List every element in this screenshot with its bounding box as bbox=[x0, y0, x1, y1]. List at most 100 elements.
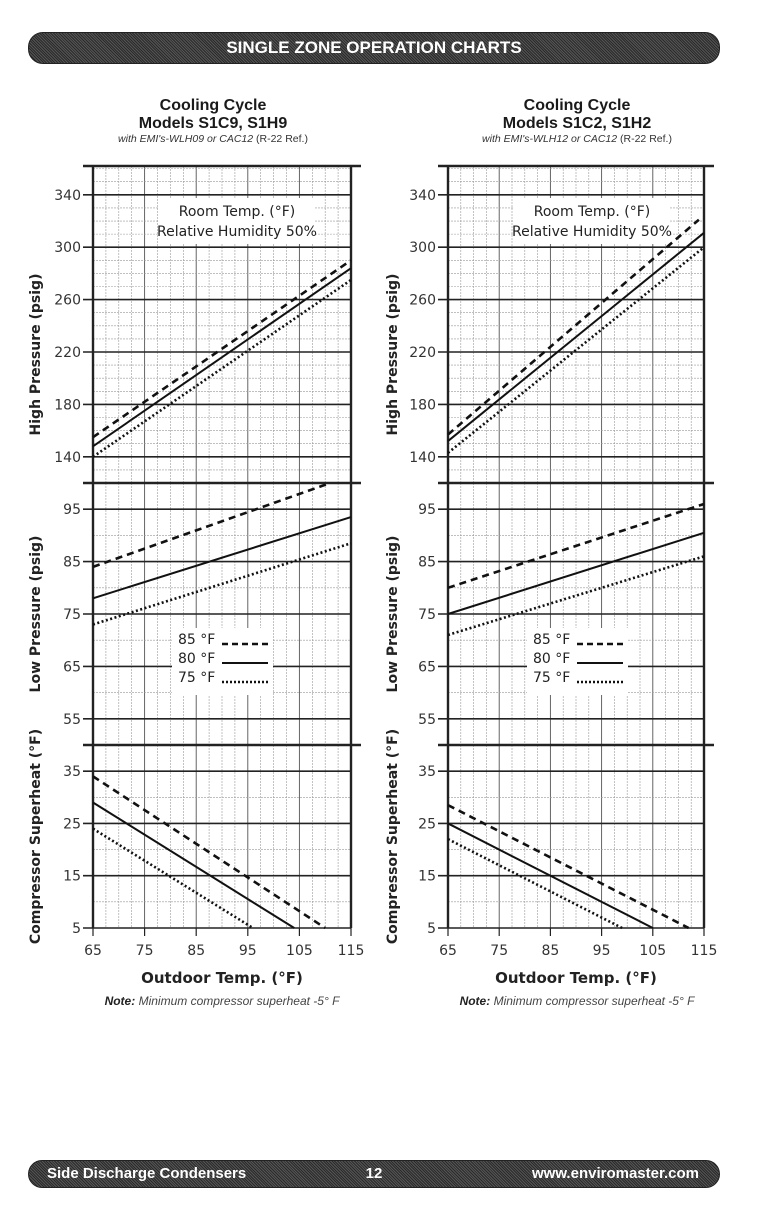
series-line-dotted bbox=[92, 827, 254, 930]
legend-label: 80 °F bbox=[178, 651, 215, 667]
footer-section: Side Discharge Condensers bbox=[47, 1165, 247, 1182]
chart-subtitle: Models S1C9, S1H9 bbox=[138, 115, 288, 132]
series-line-solid bbox=[92, 516, 352, 600]
y-tick-label: 95 bbox=[418, 502, 436, 518]
y-axis-title: High Pressure (psig) bbox=[385, 274, 401, 436]
chart-left-header: Cooling Cycle Models S1C9, S1H9 with EMI… bbox=[63, 97, 363, 146]
annotation-box bbox=[159, 198, 315, 244]
panel-low-pressure: 95 85 75 65 55 Low Pressure (psig) 85 °F 80 °F 7… bbox=[385, 481, 714, 745]
legend-label: 75 °F bbox=[533, 670, 570, 686]
y-tick-label: 25 bbox=[63, 816, 81, 832]
y-tick-label: 35 bbox=[418, 764, 436, 780]
y-tick-label: 55 bbox=[418, 712, 436, 728]
y-axis-title: Compressor Superheat (°F) bbox=[385, 729, 401, 944]
panel-high-pressure: 340 300 260 220 180 140 High Pressure (psig) Ro… bbox=[385, 164, 714, 483]
x-tick-label: 95 bbox=[593, 943, 611, 959]
y-tick-label: 300 bbox=[409, 240, 436, 256]
legend-label: 85 °F bbox=[533, 632, 570, 648]
series-line-dashed bbox=[92, 481, 331, 569]
x-tick-label: 75 bbox=[490, 943, 508, 959]
series-line-dashed bbox=[447, 803, 690, 930]
chart-subtitle: Models S1C2, S1H2 bbox=[502, 115, 652, 132]
annotation-text: Room Temp. (°F) bbox=[179, 204, 296, 220]
y-tick-label: 220 bbox=[54, 345, 81, 361]
y-tick-label: 300 bbox=[54, 240, 81, 256]
caption-italic: with EMI's-WLH12 or CAC12 bbox=[482, 133, 618, 145]
note-text: Minimum compressor superheat -5° F bbox=[138, 994, 340, 1008]
y-axis-title: Low Pressure (psig) bbox=[28, 536, 44, 693]
panel-low-pressure: 95 85 75 65 55 Low Pressure (psig) 85 °F 80 °F 7… bbox=[28, 481, 361, 745]
annotation-text: Room Temp. (°F) bbox=[534, 204, 651, 220]
legend-box bbox=[527, 628, 628, 695]
y-tick-label: 15 bbox=[63, 869, 81, 885]
y-tick-label: 180 bbox=[54, 397, 81, 413]
y-tick-label: 85 bbox=[418, 555, 436, 571]
series-line-dotted bbox=[92, 542, 352, 626]
annotation-text: Relative Humidity 50% bbox=[512, 224, 672, 240]
x-tick-label: 105 bbox=[639, 943, 666, 959]
panel-superheat: 35 25 15 5 Compressor Superheat (°F) bbox=[28, 729, 361, 944]
page-number: 12 bbox=[365, 1165, 383, 1182]
y-tick-label: 260 bbox=[409, 293, 436, 309]
x-axis-title: Outdoor Temp. (°F) bbox=[495, 969, 657, 987]
x-tick-label: 85 bbox=[187, 943, 205, 959]
y-axis-title: Low Pressure (psig) bbox=[385, 536, 401, 693]
x-tick-label: 95 bbox=[239, 943, 257, 959]
footer-banner: Side Discharge Condensers 12 www.envirom… bbox=[28, 1160, 720, 1188]
note-label: Note: bbox=[459, 994, 491, 1008]
chart-title: Cooling Cycle bbox=[159, 97, 267, 114]
y-axis-title: Compressor Superheat (°F) bbox=[28, 729, 44, 944]
x-tick-label: 115 bbox=[338, 943, 365, 959]
x-tick-label: 105 bbox=[286, 943, 313, 959]
caption-ref: (R-22 Ref.) bbox=[256, 133, 308, 145]
y-tick-label: 75 bbox=[418, 607, 436, 623]
chart-right-note: Note: Minimum compressor superheat -5° F bbox=[417, 994, 737, 1008]
x-tick-label: 75 bbox=[136, 943, 154, 959]
y-tick-label: 140 bbox=[409, 450, 436, 466]
y-tick-label: 140 bbox=[54, 450, 81, 466]
y-tick-label: 340 bbox=[54, 188, 81, 204]
chart-right: 340 300 260 220 180 140 High Pressure (psig) Ro… bbox=[385, 164, 717, 987]
y-tick-label: 55 bbox=[63, 712, 81, 728]
chart-left-note: Note: Minimum compressor superheat -5° F bbox=[62, 994, 382, 1008]
series-line-solid bbox=[447, 822, 654, 929]
y-tick-label: 220 bbox=[409, 345, 436, 361]
y-tick-label: 65 bbox=[63, 659, 81, 675]
note-label: Note: bbox=[104, 994, 136, 1008]
series-line-dashed bbox=[92, 259, 352, 439]
series-line-solid bbox=[447, 232, 705, 442]
series-line-dashed bbox=[447, 502, 705, 590]
panel-superheat: 35 25 15 5 Compressor Superheat (°F) bbox=[385, 729, 714, 944]
y-axis-title: High Pressure (psig) bbox=[28, 274, 44, 436]
legend-label: 85 °F bbox=[178, 632, 215, 648]
y-tick-label: 85 bbox=[63, 555, 81, 571]
series-line-solid bbox=[92, 267, 352, 448]
series-line-dashed bbox=[92, 775, 326, 930]
y-tick-label: 5 bbox=[427, 921, 436, 937]
chart-caption: with EMI's-WLH12 or CAC12 (R-22 Ref.) bbox=[427, 133, 727, 146]
y-tick-label: 340 bbox=[409, 188, 436, 204]
y-tick-label: 65 bbox=[418, 659, 436, 675]
y-tick-label: 5 bbox=[72, 921, 81, 937]
annotation-box bbox=[514, 198, 670, 244]
x-axis-title: Outdoor Temp. (°F) bbox=[141, 969, 303, 987]
series-line-solid bbox=[447, 531, 705, 615]
note-text: Minimum compressor superheat -5° F bbox=[493, 994, 695, 1008]
panel-high-pressure: 340 300 260 220 180 140 High Pressure (psig) Ro… bbox=[28, 164, 361, 483]
caption-ref: (R-22 Ref.) bbox=[620, 133, 672, 145]
legend-label: 80 °F bbox=[533, 651, 570, 667]
header-banner: SINGLE ZONE OPERATION CHARTS bbox=[28, 32, 720, 64]
y-tick-label: 15 bbox=[418, 869, 436, 885]
legend-label: 75 °F bbox=[178, 670, 215, 686]
y-tick-label: 95 bbox=[63, 502, 81, 518]
y-tick-label: 260 bbox=[54, 293, 81, 309]
chart-right-header: Cooling Cycle Models S1C2, S1H2 with EMI… bbox=[427, 97, 727, 146]
series-line-solid bbox=[92, 801, 295, 929]
y-tick-label: 25 bbox=[418, 816, 436, 832]
series-line-dotted bbox=[447, 246, 705, 454]
caption-italic: with EMI's-WLH09 or CAC12 bbox=[118, 133, 254, 145]
annotation-text: Relative Humidity 50% bbox=[157, 224, 317, 240]
footer-url[interactable]: www.enviromaster.com bbox=[531, 1165, 699, 1182]
x-tick-label: 65 bbox=[84, 943, 102, 959]
